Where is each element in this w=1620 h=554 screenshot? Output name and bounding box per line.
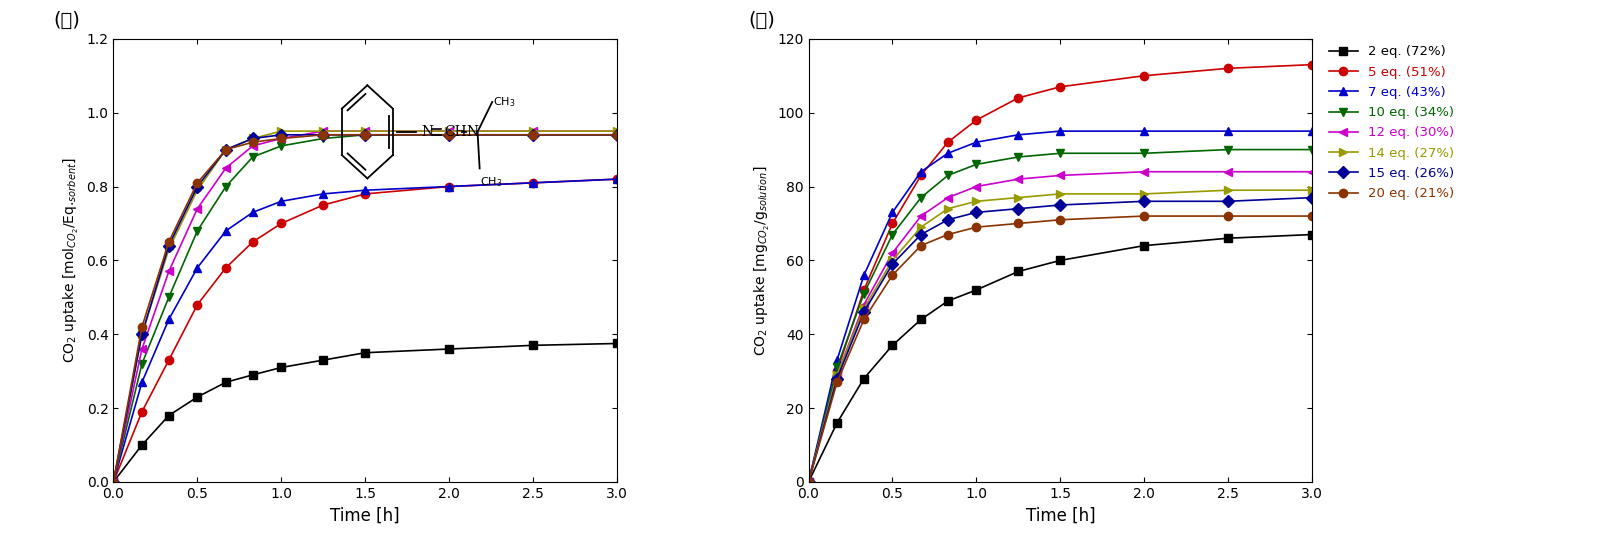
X-axis label: Time [h]: Time [h] xyxy=(330,506,400,525)
X-axis label: Time [h]: Time [h] xyxy=(1025,506,1095,525)
Y-axis label: CO$_2$ uptake [mg$_{CO_2}$/g$_{solution}$]: CO$_2$ uptake [mg$_{CO_2}$/g$_{solution}… xyxy=(753,165,771,356)
Y-axis label: CO$_2$ uptake [mol$_{CO_2}$/Eq.$_{sorbent}$]: CO$_2$ uptake [mol$_{CO_2}$/Eq.$_{sorben… xyxy=(62,157,81,363)
Text: (가): (가) xyxy=(53,11,79,30)
Legend: 2 eq. (72%), 5 eq. (51%), 7 eq. (43%), 10 eq. (34%), 12 eq. (30%), 14 eq. (27%),: 2 eq. (72%), 5 eq. (51%), 7 eq. (43%), 1… xyxy=(1328,45,1455,200)
Text: (나): (나) xyxy=(748,11,774,30)
